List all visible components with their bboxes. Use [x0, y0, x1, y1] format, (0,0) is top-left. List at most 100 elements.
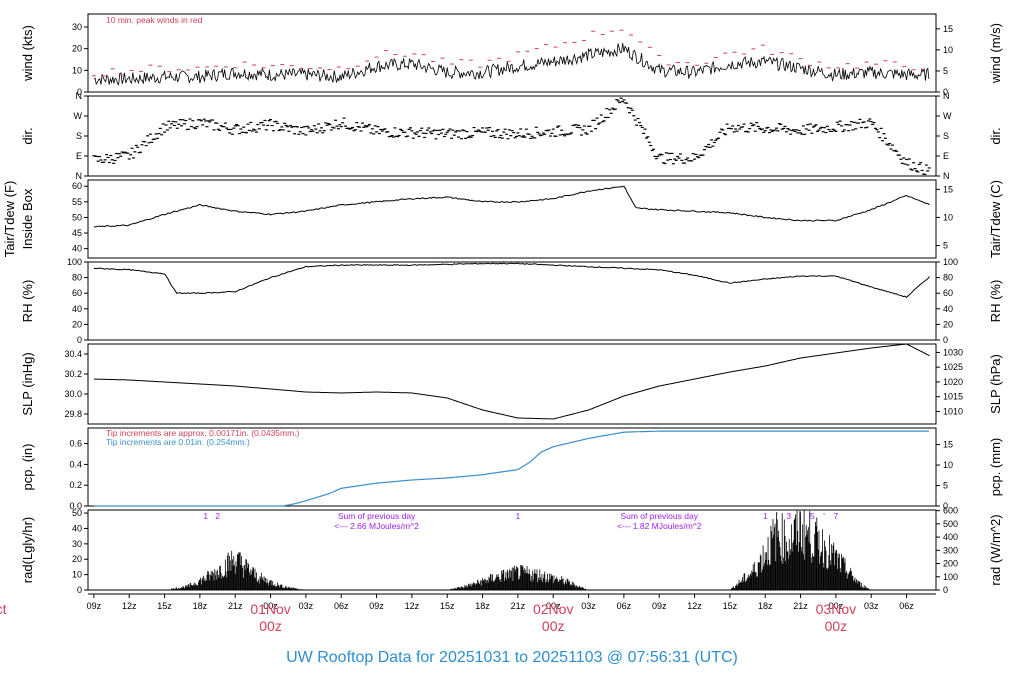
- time-tick-label: 21z: [511, 601, 526, 611]
- y-axis-title-right: wind (m/s): [988, 23, 1003, 84]
- y-tick-label-right: S: [943, 131, 949, 141]
- y-tick-label-left: 80: [72, 273, 82, 283]
- y-tick-label-right: 1015: [943, 392, 963, 402]
- y-tick-label-left: S: [76, 131, 82, 141]
- y-axis-title-right: RH (%): [988, 280, 1003, 323]
- y-axis-title-left: SLP (inHg): [20, 352, 35, 415]
- y-tick-label-left: 55: [72, 197, 82, 207]
- y-tick-label-right: 15: [943, 184, 953, 194]
- date-time-label: 00z: [259, 618, 282, 634]
- y-tick-label-left: N: [76, 171, 83, 181]
- y-tick-label-left: 50: [72, 508, 82, 518]
- panel-frame: [87, 343, 937, 425]
- annotation-tip-approx: Tip increments are approx. 0.00171in. (0…: [106, 428, 300, 438]
- y-tick-label-right: 1010: [943, 406, 963, 416]
- y-tick-label-right: 15: [943, 24, 953, 34]
- y-tick-label-left: 20: [72, 44, 82, 54]
- y-tick-label-right: N: [943, 91, 950, 101]
- y-tick-label-right: 5: [943, 481, 948, 491]
- time-tick-label: 21z: [228, 601, 243, 611]
- y-tick-label-left: 0: [77, 87, 82, 97]
- time-tick-label: 21z: [793, 601, 808, 611]
- y-tick-label-left: 30.4: [64, 349, 82, 359]
- panel-frame: [87, 427, 937, 507]
- rad-annotation: 7: [834, 511, 839, 521]
- y-tick-label-left: 100: [67, 257, 82, 267]
- date-label: 31Oct: [0, 601, 7, 617]
- y-tick-label-left: N: [76, 91, 83, 101]
- y-axis-title-right: SLP (hPa): [988, 354, 1003, 414]
- annotation-tip: Tip increments are 0.01in. (0.254mm.): [106, 437, 250, 447]
- time-tick-label: 12z: [122, 601, 137, 611]
- rad-annotation: 1: [516, 511, 521, 521]
- time-tick-label: 09z: [87, 601, 102, 611]
- y-tick-label-right: 10: [943, 460, 953, 470]
- y-tick-label-left: 30: [72, 22, 82, 32]
- panel-precipitation: 0.0 0.2 0.4 0.6 0 5 10 15 pcp. (in) pcp. (mm) Tip …: [20, 427, 1003, 511]
- y-tick-label-left: 0.0: [69, 501, 82, 511]
- y-tick-label-left: 60: [72, 181, 82, 191]
- y-axis-title-right: rad (W/m^2): [988, 514, 1003, 585]
- y-tick-label-left: 0: [77, 335, 82, 345]
- time-tick-label: 15z: [723, 601, 738, 611]
- y-tick-label-right: 15: [943, 440, 953, 450]
- y-axis-title-left: Tair/Tdew (F): [2, 181, 17, 258]
- panel-solar-radiation: 010203040500100200300400500600rad(Lgly/h…: [20, 506, 1003, 595]
- y-tick-label-left: 20: [72, 554, 82, 564]
- y-tick-label-left: 0.4: [69, 459, 82, 469]
- rad-annotation: <--- 2.66 MJoules/m^2: [334, 521, 419, 531]
- time-tick-label: 00z: [546, 601, 561, 611]
- y-tick-label-right: 20: [943, 319, 953, 329]
- y-tick-label-left: 0.2: [69, 480, 82, 490]
- y-tick-label-left: E: [76, 151, 82, 161]
- y-tick-label-right: W: [943, 111, 952, 121]
- series-relative-humidity-line: [93, 262, 930, 299]
- y-axis-title-left-2: Inside Box: [20, 188, 35, 249]
- time-tick-label: 12z: [687, 601, 702, 611]
- y-tick-label-left: 10: [72, 570, 82, 580]
- y-tick-label-right: E: [943, 151, 949, 161]
- time-tick-label: 03z: [581, 601, 596, 611]
- date-label: 03Nov: [816, 601, 856, 617]
- y-tick-label-right: 10: [943, 45, 953, 55]
- y-tick-label-left: 60: [72, 288, 82, 298]
- y-tick-label-right: 1020: [943, 377, 963, 387]
- rad-annotation: ': [776, 511, 778, 521]
- panel-frame: [87, 13, 937, 93]
- time-tick-label: 03z: [864, 601, 879, 611]
- y-tick-label-left: 20: [72, 319, 82, 329]
- date-time-label: 00z: [542, 618, 565, 634]
- y-tick-label-right: 100: [943, 572, 958, 582]
- y-tick-label-right: 400: [943, 532, 958, 542]
- time-tick-label: 00z: [829, 601, 844, 611]
- panel-relative-humidity: 0 20 40 60 80 100 0 20 40 60 80 100 RH (%) RH (%): [20, 257, 1003, 345]
- date-time-label: 00z: [825, 618, 848, 634]
- y-axis-title-left: wind (kts): [20, 25, 35, 82]
- y-tick-label-left: 30.2: [64, 369, 82, 379]
- y-axis-title-left: dir.: [20, 127, 35, 144]
- y-tick-label-right: 60: [943, 288, 953, 298]
- time-tick-label: 06z: [899, 601, 914, 611]
- time-tick-label: 18z: [758, 601, 773, 611]
- rad-annotation: 1: [763, 511, 768, 521]
- time-tick-label: 06z: [334, 601, 349, 611]
- y-tick-label-right: 0: [943, 335, 948, 345]
- y-tick-label-left: 29.8: [64, 409, 82, 419]
- time-tick-label: 18z: [475, 601, 490, 611]
- time-tick-label: 06z: [617, 601, 632, 611]
- series-sea-level-pressure-line: [93, 343, 930, 420]
- y-axis-title-left: RH (%): [20, 280, 35, 323]
- time-tick-label: 15z: [157, 601, 172, 611]
- panel-air-temperature: 40 45 50 55 60 5 10 15 Tair/Tdew (F) Inside Box Ta…: [2, 179, 1003, 259]
- y-tick-label-left: 45: [72, 228, 82, 238]
- rad-annotation: ': [823, 511, 825, 521]
- series-wind-line: [93, 42, 930, 86]
- rad-annotation: <--- 1.82 MJoules/m^2: [617, 521, 702, 531]
- time-tick-label: 12z: [405, 601, 420, 611]
- y-axis-title-right: Tair/Tdew (C): [988, 180, 1003, 258]
- y-tick-label-right: N: [943, 171, 950, 181]
- y-axis-title-right: dir.: [988, 127, 1003, 144]
